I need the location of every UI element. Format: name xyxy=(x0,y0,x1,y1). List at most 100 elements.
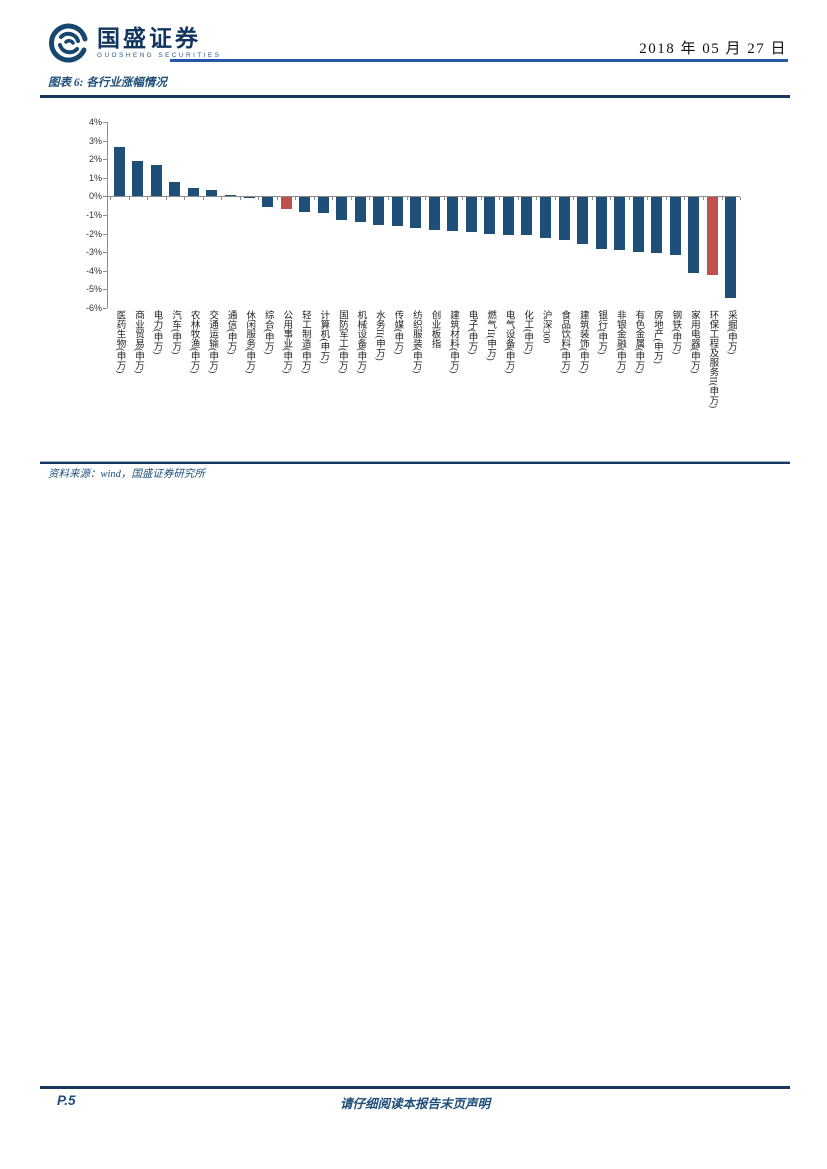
x-axis-tick xyxy=(258,197,260,201)
footer-disclaimer: 请仔细阅读本报告末页声明 xyxy=(339,1097,490,1111)
footer-divider xyxy=(40,1086,790,1089)
x-axis-tick xyxy=(647,197,649,201)
x-axis-tick xyxy=(443,197,445,201)
industry-label: 轻工制造(申万) xyxy=(299,310,310,374)
report-date: 2018 年 05 月 27 日 xyxy=(639,41,787,57)
industry-bar xyxy=(169,181,181,197)
x-axis-tick xyxy=(536,197,538,201)
logo-text-block: 国盛证券 GUOSHENG SECURITIES xyxy=(97,26,222,60)
y-axis-tick xyxy=(103,159,107,161)
y-tick-label: 3% xyxy=(88,135,102,146)
x-axis-tick xyxy=(313,197,315,201)
industry-label: 机械设备(申万) xyxy=(355,310,366,374)
x-axis-tick xyxy=(462,197,464,201)
y-tick-label: -2% xyxy=(85,228,102,239)
x-axis-tick xyxy=(221,197,223,201)
industry-performance-bar-chart: 4% 3% 2% 1% 0% -1% -2% -3% -4% -5% -6% 医药生物(申万) 商业贸易… xyxy=(0,0,827,470)
industry-bar xyxy=(428,197,440,230)
industry-label: 商业贸易(申万) xyxy=(133,310,144,374)
industry-label: 环保工程及服务II(申万) xyxy=(707,310,718,409)
y-axis-tick xyxy=(103,196,107,198)
y-tick-label: -1% xyxy=(85,210,102,220)
industry-label: 食品饮料(申万) xyxy=(559,310,570,374)
industry-label: 农林牧渔(申万) xyxy=(188,310,199,374)
industry-bar xyxy=(725,197,737,298)
industry-bar xyxy=(132,161,144,197)
industry-label: 公用事业(申万) xyxy=(281,310,292,374)
y-tick-label: -4% xyxy=(85,265,102,276)
y-axis-tick xyxy=(103,215,107,216)
y-tick-label: 2% xyxy=(88,154,102,165)
page-number: P.5 xyxy=(57,1093,76,1108)
x-axis-tick xyxy=(184,197,186,201)
x-axis-tick xyxy=(350,197,352,201)
y-axis-tick xyxy=(103,233,107,235)
y-tick-label: 4% xyxy=(88,117,102,127)
industry-bar xyxy=(410,197,422,229)
chart-bottom-divider xyxy=(40,461,790,464)
industry-label: 建筑装饰(申万) xyxy=(577,310,588,374)
industry-label: 家用电器(申万) xyxy=(688,310,699,374)
industry-bar xyxy=(632,197,644,253)
x-axis-tick xyxy=(332,197,334,201)
y-tick-label: 0% xyxy=(88,191,102,202)
industry-bar xyxy=(539,197,551,239)
x-axis-tick xyxy=(110,197,111,201)
industry-bar xyxy=(299,197,311,213)
industry-bar xyxy=(651,197,663,254)
x-axis-tick xyxy=(665,197,667,201)
company-logo: 国盛证券 GUOSHENG SECURITIES xyxy=(48,22,221,64)
logo-company-name-en: GUOSHENG SECURITIES xyxy=(97,52,222,60)
x-axis-tick xyxy=(425,197,426,201)
y-tick-label: -5% xyxy=(85,284,102,295)
x-axis-tick xyxy=(239,197,241,201)
x-axis-tick xyxy=(573,197,575,201)
industry-label: 纺织服装(申万) xyxy=(410,310,421,374)
y-axis-tick xyxy=(103,140,107,142)
caption-divider xyxy=(40,95,790,98)
industry-bar xyxy=(391,197,403,227)
y-axis-tick xyxy=(103,177,107,179)
industry-label: 通信(申万) xyxy=(225,310,236,355)
industry-bar xyxy=(317,197,329,214)
industry-bar xyxy=(614,197,626,251)
industry-bar xyxy=(688,197,700,273)
industry-bar xyxy=(206,189,218,197)
y-axis-line xyxy=(107,122,108,308)
industry-bar xyxy=(336,197,348,220)
industry-label: 有色金属(申万) xyxy=(633,310,644,374)
x-axis-tick xyxy=(165,197,167,201)
industry-label: 建筑材料(申万) xyxy=(448,310,459,374)
y-axis-tick xyxy=(103,270,107,272)
y-tick-label: 1% xyxy=(88,172,102,183)
x-axis-tick xyxy=(276,197,278,201)
x-axis-tick xyxy=(128,197,130,201)
industry-label: 化工(申万) xyxy=(522,310,533,355)
x-axis-tick xyxy=(387,197,389,201)
x-axis-tick xyxy=(610,197,612,201)
industry-bar xyxy=(465,197,477,232)
x-axis-tick xyxy=(740,197,741,201)
industry-bar xyxy=(373,197,385,226)
industry-label: 采掘(申万) xyxy=(725,310,736,355)
industry-label: 计算机(申万) xyxy=(318,310,329,364)
industry-bar xyxy=(595,197,607,250)
industry-bar xyxy=(187,188,199,197)
industry-label: 医药生物(申万) xyxy=(114,310,125,374)
industry-label: 钢铁(申万) xyxy=(670,310,681,355)
industry-bar xyxy=(113,147,125,197)
x-axis-tick xyxy=(517,197,519,201)
industry-label: 国防军工(申万) xyxy=(336,310,347,374)
industry-label: 创业板指 xyxy=(429,310,440,348)
x-axis-tick xyxy=(554,197,556,201)
industry-label: 交通运输(申万) xyxy=(207,310,218,374)
logo-swirl-icon xyxy=(48,22,90,64)
x-axis-tick xyxy=(295,197,297,201)
industry-label: 电气设备(申万) xyxy=(503,310,514,374)
x-axis-tick xyxy=(591,197,593,201)
y-axis-tick xyxy=(103,289,107,291)
industry-bar xyxy=(262,197,273,207)
industry-bar xyxy=(484,197,496,234)
industry-bar xyxy=(706,197,718,275)
x-axis-zero-line xyxy=(107,196,740,198)
